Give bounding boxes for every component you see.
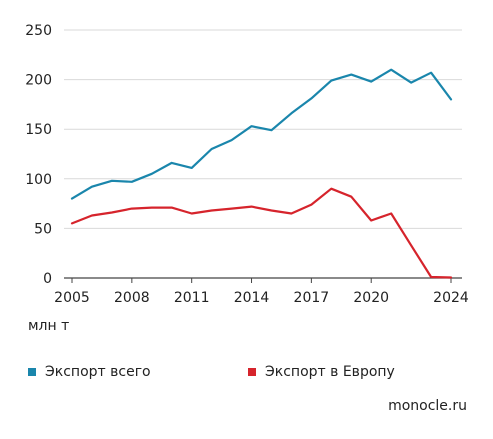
y-tick-label: 50: [34, 221, 52, 237]
y-tick-label: 100: [25, 172, 52, 188]
source-credit: monocle.ru: [388, 398, 467, 414]
series-line-0: [70, 68, 453, 200]
x-tick-label: 2017: [294, 290, 330, 306]
y-axis-unit-label: млн т: [28, 318, 70, 334]
x-tick-label: 2020: [353, 290, 389, 306]
x-axis: 2005 2008 2011 2014 2017 2020 2024: [54, 278, 469, 306]
y-tick-label: 150: [25, 122, 52, 138]
legend-item-europe-export: Экспорт в Европу: [248, 364, 468, 380]
chart-series: [70, 68, 453, 279]
x-tick-label: 2005: [54, 290, 90, 306]
legend-label-europe-export: Экспорт в Европу: [265, 364, 395, 380]
y-tick-label: 200: [25, 73, 52, 89]
x-tick-label: 2008: [114, 290, 150, 306]
chart-legend: Экспорт всего Экспорт в Европу: [28, 364, 468, 380]
legend-swatch-europe-export: [248, 368, 256, 376]
legend-label-total-export: Экспорт всего: [45, 364, 151, 380]
x-tick-label: 2014: [234, 290, 270, 306]
x-tick-label: 2011: [174, 290, 210, 306]
legend-item-total-export: Экспорт всего: [28, 364, 248, 380]
y-tick-label: 250: [25, 23, 52, 39]
chart-grid: [64, 29, 462, 279]
legend-swatch-total-export: [28, 368, 36, 376]
series-line-1: [70, 187, 453, 279]
y-tick-label: 0: [43, 271, 52, 287]
x-tick-label: 2024: [433, 290, 469, 306]
y-axis: 0 50 100 150 200 250: [25, 23, 52, 287]
line-chart: 0 50 100 150 200 250 2005 2008 2011 2014 2017 2020…: [25, 23, 469, 306]
